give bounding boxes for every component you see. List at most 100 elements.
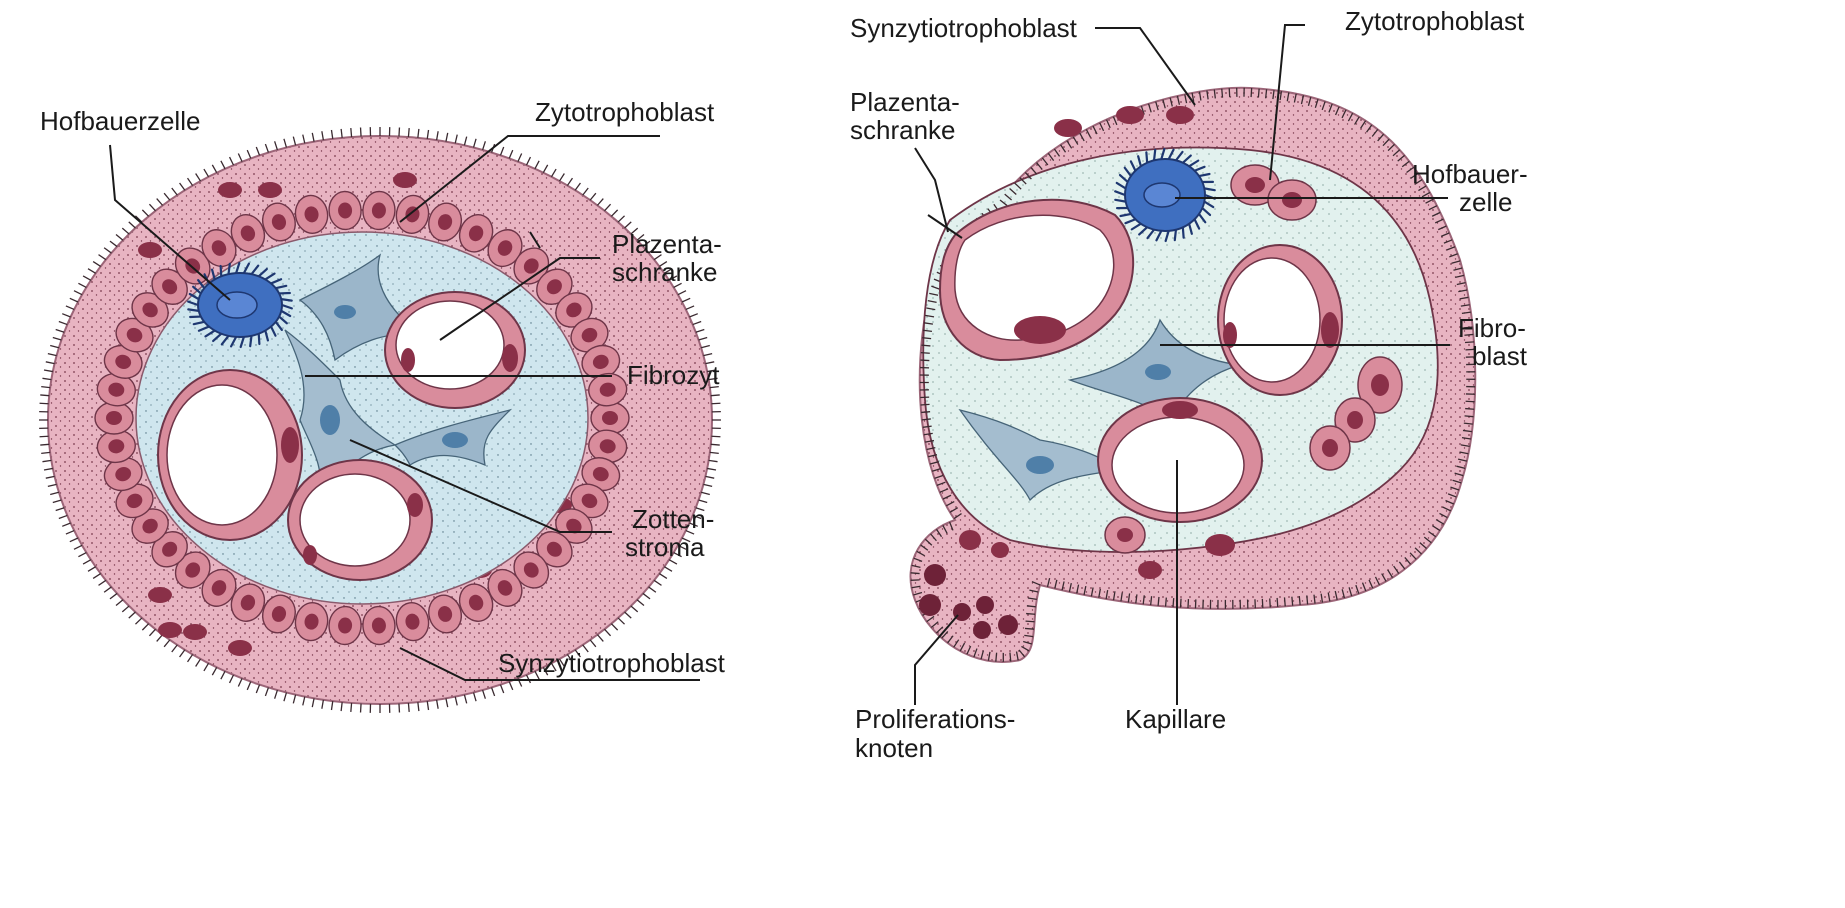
microvillus [1458,289,1468,293]
zytotrophoblast-cell [513,247,550,285]
microvillus [930,533,937,542]
microvillus [1014,182,1022,190]
microvillus [283,138,288,148]
microvillus [340,702,343,712]
cell-nucleus [211,240,227,256]
label-proliferationsknoten-1: Proliferations- [855,704,1015,734]
microvillus [1293,93,1297,103]
microvillus [302,134,306,144]
label-synzytiotrophoblast-right: Synzytiotrophoblast [850,13,1078,43]
microvillus [689,522,699,527]
cell-nucleus [437,606,453,622]
microvillus [1449,253,1458,258]
microvillus [711,402,721,405]
zytotrophoblast-cell [428,594,463,634]
cell-nucleus [592,467,609,482]
microvillus [653,579,662,586]
microvillus [927,300,937,304]
cell-nucleus [185,562,201,578]
microvillus [45,475,55,479]
microvillus [302,696,306,706]
microvillus [1428,205,1438,211]
microvillus [574,649,581,658]
cell-nucleus [599,382,616,397]
microvillus [1334,590,1338,600]
microvillus [1015,651,1019,661]
microvillus [1213,89,1216,99]
microvillus [911,585,921,589]
microvillus [1053,148,1061,157]
microvillus [980,650,985,660]
hofbauer-process [187,300,200,307]
microvillus [109,592,118,600]
microvillus [517,153,523,162]
left-fibrozyt-2-nucleus [320,405,340,435]
microvillus [73,544,83,550]
hofbauer-process [1138,226,1149,236]
microvillus [1179,598,1182,608]
left-microvilli [39,127,721,713]
leader-zytotrophoblast-left [399,135,660,223]
microvillus [274,141,279,151]
microvillus [435,699,439,709]
cell-nucleus [592,354,609,369]
syncytial-nucleus [138,242,162,258]
cell-nucleus [602,411,618,425]
microvillus [534,160,540,170]
syncytial-nucleus [228,640,252,656]
microvillus [1004,193,1013,201]
microvillus [636,234,645,241]
microvillus [1348,587,1353,597]
microvillus [1414,179,1423,185]
microvillus [92,261,102,268]
microvillus [935,528,943,538]
cell-nucleus [523,258,539,274]
microvillus [1442,506,1452,512]
microvillus [692,514,702,520]
microvillus [695,328,705,333]
microvillus [610,209,619,217]
cell-nucleus [115,354,132,369]
cell-nucleus [566,518,582,534]
microvillus [1054,579,1058,589]
microvillus [1009,188,1017,195]
zytotrophoblast-cell [581,344,621,379]
cell-nucleus [599,439,616,454]
microvillus [55,328,65,333]
label-hofbauerzelle-right-2: zelle [1459,187,1512,217]
hofbauer-process [1124,218,1137,225]
zytotrophoblast-cell [555,292,593,328]
microvillus [1460,304,1470,307]
microvillus [1072,136,1079,145]
microvillus [135,617,143,625]
microvillus [995,652,998,662]
microvillus [617,617,625,625]
microvillus [87,566,97,572]
hofbauer-process [1188,222,1193,235]
leader-plazentaschranke-left [439,257,600,341]
microvillus [350,128,353,138]
microvillus [359,703,362,713]
microvillus [1206,90,1209,100]
microvillus [1327,592,1331,602]
label-hofbauerzelle-right-1: Hofbauer- [1412,159,1528,189]
microvillus [472,692,477,702]
zytotrophoblast-cell [96,372,136,407]
cell-nucleus [405,613,420,630]
microvillus [128,611,136,619]
hofbauer-process [1152,148,1157,162]
microvillus [922,329,933,333]
hofbauer-process [1197,212,1207,224]
zytotrophoblast-cell [590,401,630,435]
microvillus [43,467,53,471]
microvillus [1447,493,1457,498]
microvillus [103,247,112,254]
microvillus [1307,96,1312,106]
microvillus [941,631,949,639]
microvillus [663,268,673,274]
microvillus [677,544,687,550]
microvillus [1377,133,1385,142]
label-plazentaschranke-right-1: Plazenta- [850,87,960,117]
microvillus [39,402,49,405]
microvillus [999,199,1008,207]
